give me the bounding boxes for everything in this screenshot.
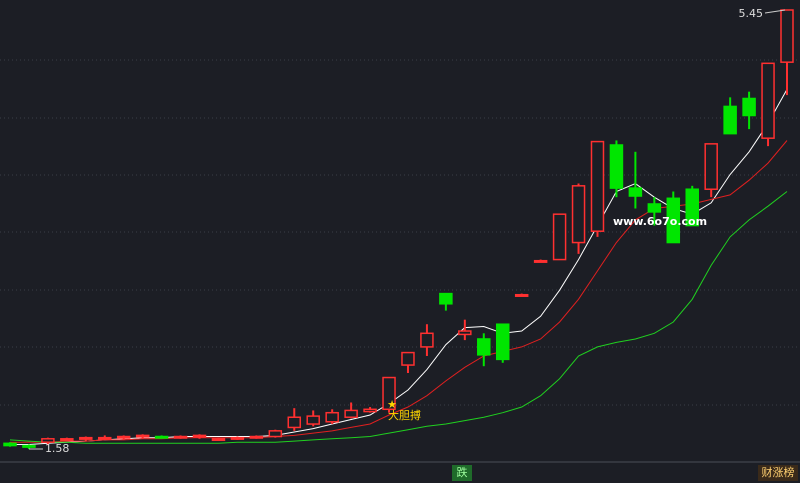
annotation: 1.58	[45, 442, 70, 455]
candle-body	[268, 430, 283, 438]
candle-body	[3, 442, 17, 447]
signal-star: ★	[387, 398, 397, 411]
candle-body	[628, 187, 643, 197]
watermark: www.6o7o.com	[613, 215, 707, 228]
candle-body	[306, 415, 320, 425]
candle-body	[742, 97, 756, 117]
candle-body	[325, 411, 339, 423]
candle-body	[685, 188, 699, 227]
candle-body	[590, 140, 605, 232]
annotation: 5.45	[739, 7, 764, 20]
candle-body	[79, 436, 93, 440]
candle-body	[287, 416, 302, 429]
candle-body	[41, 438, 55, 443]
candle-body	[230, 436, 245, 440]
candle-body	[514, 293, 529, 297]
candle-body	[382, 376, 396, 411]
candle-body	[552, 213, 567, 261]
candle-body	[761, 62, 775, 139]
annotation: 大胆搏	[388, 408, 421, 422]
candle-body	[647, 203, 662, 213]
candle-body	[60, 438, 74, 442]
footer-left[interactable]: 跌	[457, 465, 468, 479]
candle-body	[609, 144, 624, 189]
candle-body	[22, 444, 36, 448]
grid	[0, 59, 800, 406]
candle-body	[704, 143, 718, 190]
ma-line	[9, 191, 788, 444]
candle-body	[192, 434, 207, 438]
candle-body	[477, 338, 491, 356]
plot: 5.45 1.58 ★大胆搏	[3, 7, 794, 455]
candle-body	[780, 9, 794, 63]
candle-body	[666, 197, 681, 244]
candle-body	[458, 330, 472, 336]
candle-body	[98, 436, 112, 440]
ma-line	[10, 89, 788, 445]
candle-body	[363, 408, 377, 413]
footer-tab[interactable]	[758, 465, 798, 481]
candle-body	[495, 323, 510, 361]
annotation-arrow	[764, 9, 786, 14]
candle-body	[173, 435, 188, 439]
candle-body	[571, 185, 586, 244]
candle-body	[723, 105, 737, 135]
candle-body	[116, 435, 131, 439]
candle-body	[249, 435, 264, 439]
candle-body	[135, 434, 150, 438]
footer-right[interactable]: 财涨榜	[762, 465, 795, 479]
candle-body	[154, 435, 169, 439]
candle-body	[533, 259, 548, 263]
candle-body	[211, 438, 226, 442]
footer-tab[interactable]	[452, 465, 472, 481]
candle-body	[344, 409, 358, 418]
candle-body	[439, 292, 453, 305]
candle-body	[420, 332, 434, 348]
candle-body	[401, 351, 415, 366]
